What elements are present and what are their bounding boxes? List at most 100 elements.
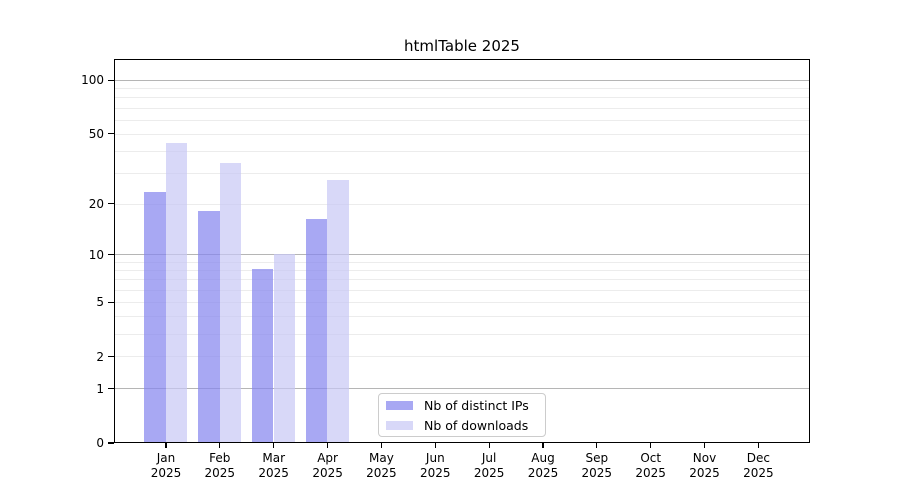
bar-distinct-ips: [144, 192, 166, 442]
y-tick-mark: [108, 79, 114, 81]
y-tick-mark: [108, 253, 114, 256]
x-tick-month: Nov: [692, 451, 717, 465]
legend: Nb of distinct IPs Nb of downloads: [378, 393, 546, 437]
x-tick-mark: [650, 443, 652, 448]
gridline-minor: [115, 119, 809, 121]
x-tick-label: Oct 2025: [622, 451, 680, 480]
y-tick-label: 0: [96, 436, 104, 450]
gridline-minor: [115, 88, 809, 90]
x-tick-month: Aug: [531, 451, 555, 465]
x-tick-label: Jun 2025: [406, 451, 464, 480]
gridline-minor: [115, 203, 809, 205]
gridline-minor: [115, 289, 809, 291]
y-tick-mark: [108, 442, 114, 444]
plot-area: [114, 59, 810, 443]
y-tick-mark: [108, 387, 114, 390]
gridline-minor: [115, 316, 809, 318]
x-tick-month: Apr: [317, 451, 338, 465]
bar-distinct-ips: [305, 219, 328, 442]
y-tick-label: 100: [81, 73, 104, 88]
x-tick-mark: [596, 443, 598, 448]
gridline-minor: [115, 150, 809, 152]
x-tick-year: 2025: [204, 465, 236, 480]
y-tick-label: 2: [96, 349, 104, 364]
bar-downloads: [327, 180, 349, 442]
x-tick-year: 2025: [689, 465, 720, 480]
gridline-minor: [115, 172, 809, 174]
x-tick-mark: [165, 443, 167, 448]
x-tick-year: 2025: [527, 465, 559, 480]
legend-swatch-distinct-ips: [386, 400, 413, 410]
x-tick-year: 2025: [635, 465, 666, 480]
bar-downloads: [219, 162, 242, 442]
y-tick-mark: [108, 133, 114, 135]
gridline-major: [115, 254, 809, 256]
gridline-minor: [115, 270, 809, 272]
x-tick-mark: [326, 443, 329, 448]
x-tick-label: Jan 2025: [137, 451, 195, 480]
gridline-major: [115, 80, 809, 81]
gridline-minor: [115, 333, 809, 335]
x-tick-label: May 2025: [352, 451, 410, 480]
bar-downloads: [165, 142, 188, 442]
x-tick-month: Mar: [262, 451, 285, 465]
gridline-minor: [115, 97, 809, 99]
x-tick-month: Feb: [209, 451, 231, 465]
y-tick-label: 50: [88, 126, 104, 141]
legend-swatch-downloads: [386, 420, 413, 430]
legend-label-downloads: Nb of downloads: [424, 417, 529, 433]
x-tick-year: 2025: [150, 465, 182, 480]
x-tick-mark: [380, 443, 382, 448]
x-tick-label: Feb 2025: [191, 451, 249, 480]
gridline-minor: [115, 261, 809, 263]
gridline-minor: [115, 302, 809, 303]
x-tick-month: Jul: [481, 451, 497, 465]
y-tick-mark: [108, 203, 114, 205]
y-tick-mark: [108, 301, 114, 303]
x-tick-mark: [703, 443, 706, 448]
y-tick-label: 1: [96, 381, 104, 396]
x-tick-year: 2025: [312, 465, 343, 480]
x-tick-label: Mar 2025: [245, 451, 303, 480]
gridline-minor: [115, 279, 809, 281]
x-tick-label: Jul 2025: [460, 451, 518, 480]
x-tick-mark: [219, 443, 221, 448]
y-tick-label: 10: [88, 247, 104, 262]
x-tick-mark: [757, 443, 759, 448]
x-tick-label: Dec 2025: [729, 451, 787, 480]
bar-downloads: [273, 253, 296, 442]
x-tick-year: 2025: [366, 465, 397, 480]
bar-distinct-ips: [251, 269, 274, 442]
x-tick-mark: [273, 443, 275, 448]
x-tick-month: Sep: [585, 451, 609, 465]
gridline-minor: [115, 133, 809, 135]
x-tick-mark: [488, 443, 490, 448]
legend-label-distinct-ips: Nb of distinct IPs: [424, 397, 529, 413]
x-tick-label: Nov 2025: [676, 451, 734, 480]
y-tick-label: 5: [96, 295, 104, 310]
x-tick-year: 2025: [420, 465, 451, 480]
gridline-minor: [115, 356, 809, 358]
y-tick-mark: [108, 356, 114, 358]
gridline-minor: [115, 107, 809, 109]
x-tick-month: Oct: [640, 451, 662, 465]
legend-item-downloads: Nb of downloads: [386, 418, 545, 433]
chart-title: htmlTable 2025: [404, 37, 520, 55]
x-tick-label: Aug 2025: [514, 451, 572, 480]
x-tick-mark: [542, 443, 544, 448]
gridline-major: [115, 388, 809, 390]
x-tick-month: May: [368, 451, 394, 465]
y-tick-label: 20: [88, 196, 104, 211]
x-tick-month: Jun: [425, 451, 445, 465]
x-tick-month: Jan: [156, 451, 176, 465]
x-tick-month: Dec: [746, 451, 770, 465]
x-tick-mark: [434, 443, 436, 448]
legend-item-distinct-ips: Nb of distinct IPs: [386, 398, 545, 413]
x-tick-label: Apr 2025: [299, 451, 357, 480]
x-tick-label: Sep 2025: [568, 451, 626, 480]
x-tick-year: 2025: [473, 465, 505, 480]
bar-distinct-ips: [198, 210, 220, 442]
x-tick-year: 2025: [581, 465, 613, 480]
x-tick-year: 2025: [258, 465, 289, 480]
